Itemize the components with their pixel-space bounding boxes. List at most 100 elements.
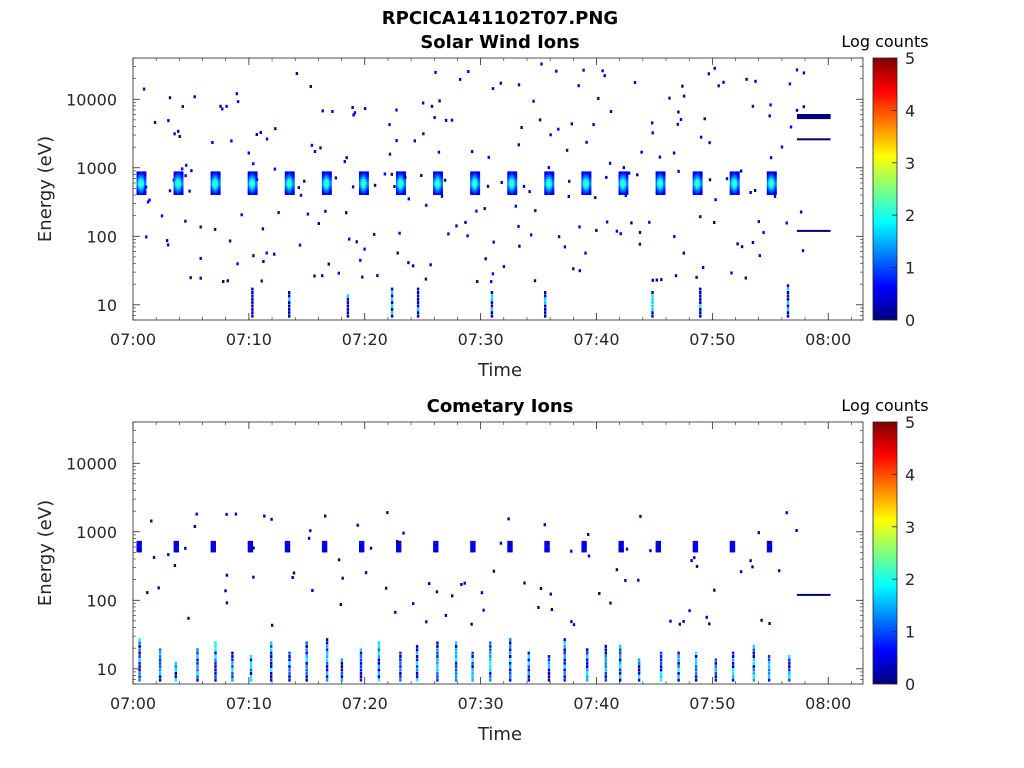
solar-wind-data-cell [467, 70, 470, 73]
cometary-data-cell [249, 658, 253, 662]
cometary-data-cell [547, 668, 551, 672]
solar-wind-data-cell [437, 176, 440, 179]
solar-wind-data-cell [434, 189, 437, 193]
solar-wind-data-cell [416, 294, 420, 298]
solar-wind-data-cell [439, 173, 442, 177]
solar-wind-data-cell [772, 180, 776, 184]
solar-wind-data-cell [626, 182, 629, 186]
cometary-data-cell [584, 549, 587, 553]
cometary-data-cell [563, 655, 566, 658]
solar-wind-data-cell [440, 194, 444, 198]
solar-wind-data-cell [376, 274, 379, 278]
solar-wind-data-cell [732, 185, 736, 189]
solar-wind-data-cell [359, 258, 362, 262]
solar-wind-data-cell [732, 180, 736, 184]
solar-wind-data-cell [247, 185, 251, 189]
solar-wind-data-cell [603, 74, 606, 78]
solar-wind-colorbar-tick-label: 4 [905, 101, 915, 120]
cometary-data-cell [454, 661, 458, 665]
solar-wind-data-cell [473, 189, 476, 193]
cometary-data-cell [471, 678, 474, 682]
cometary-data-cell [288, 651, 291, 655]
cometary-x-tick-label: 07:50 [689, 694, 735, 713]
solar-wind-data-cell [403, 178, 406, 182]
solar-wind-data-cell [434, 173, 437, 177]
cometary-data-cell [732, 546, 736, 550]
cometary-data-cell [788, 675, 791, 679]
solar-wind-data-cell [346, 311, 350, 315]
solar-wind-data-cell [396, 189, 399, 193]
solar-wind-data-cell [471, 185, 475, 189]
solar-wind-data-cell [250, 178, 254, 182]
solar-wind-data-cell [661, 171, 664, 175]
cometary-data-cell [325, 671, 329, 675]
solar-wind-data-cell [474, 171, 478, 175]
solar-wind-data-cell [789, 125, 793, 129]
solar-wind-data-cell [511, 176, 515, 179]
cometary-data-cell [731, 658, 735, 662]
solar-wind-data-cell [365, 176, 368, 179]
cometary-data-cell [769, 540, 773, 544]
cometary-data-cell [360, 540, 363, 544]
cometary-data-cell [377, 658, 381, 662]
cometary-data-cell [323, 543, 326, 547]
solar-wind-data-cell [353, 111, 357, 115]
solar-wind-data-cell [253, 189, 257, 193]
solar-wind-data-cell [753, 189, 757, 192]
cometary-data-cell [305, 655, 308, 658]
cometary-data-cell [451, 594, 454, 598]
solar-wind-data-cell [181, 176, 184, 179]
solar-wind-data-cell [212, 180, 215, 184]
solar-wind-data-cell [471, 189, 475, 193]
cometary-data-cell [729, 540, 733, 544]
solar-wind-data-cell [545, 171, 549, 175]
solar-wind-data-cell [439, 189, 442, 193]
cometary-data-cell [362, 546, 365, 550]
solar-wind-data-cell [581, 178, 584, 182]
solar-wind-data-cell [390, 287, 394, 291]
cometary-data-cell [174, 678, 177, 682]
solar-wind-data-cell [397, 187, 400, 191]
solar-wind-data-cell [544, 307, 547, 311]
cometary-data-cell [397, 543, 400, 547]
solar-wind-data-cell [658, 180, 661, 184]
solar-wind-data-cell [176, 187, 179, 191]
solar-wind-data-cell [508, 192, 512, 195]
cometary-data-cell [454, 671, 458, 675]
cometary-data-cell [305, 675, 308, 679]
cometary-data-cell [694, 655, 698, 658]
cometary-data-cell [288, 668, 291, 672]
solar-wind-data-cell [771, 171, 774, 175]
solar-wind-data-cell [249, 178, 252, 182]
solar-wind-data-cell [638, 242, 642, 246]
cometary-data-cell [287, 543, 291, 547]
solar-wind-data-cell [530, 233, 533, 237]
solar-wind-data-cell [343, 160, 346, 164]
solar-wind-data-cell [510, 178, 513, 182]
solar-wind-data-cell [626, 173, 629, 177]
solar-wind-data-cell [735, 173, 739, 177]
cometary-data-cell [694, 661, 698, 665]
solar-wind-data-cell [514, 171, 518, 175]
solar-wind-data-cell [470, 180, 473, 184]
solar-wind-data-cell [548, 185, 552, 189]
solar-wind-data-cell [694, 192, 697, 195]
solar-wind-data-cell [421, 101, 425, 105]
solar-wind-data-cell [403, 171, 406, 175]
cometary-data-cell [213, 540, 216, 544]
cometary-data-cell [136, 540, 139, 544]
cometary-data-cell [433, 549, 436, 553]
cometary-data-cell [659, 661, 663, 665]
solar-wind-data-cell [751, 241, 755, 244]
solar-wind-data-cell [695, 275, 698, 279]
solar-wind-data-cell [366, 187, 369, 191]
cometary-data-cell [508, 540, 512, 544]
solar-wind-data-cell [288, 314, 291, 318]
cometary-xlabel: Time [477, 724, 522, 745]
solar-wind-data-cell [491, 272, 495, 276]
solar-wind-data-cell [326, 178, 329, 182]
cometary-data-cell [397, 546, 400, 550]
solar-wind-data-cell [725, 177, 729, 181]
solar-wind-data-cell [439, 187, 442, 191]
cometary-x-tick-label: 07:20 [342, 694, 388, 713]
